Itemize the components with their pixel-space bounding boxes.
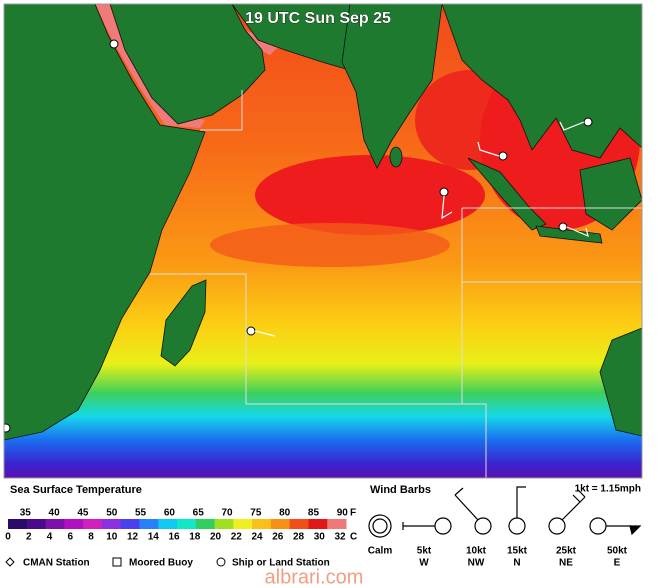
station-key: CMAN Station <box>23 558 90 569</box>
celsius-label: 4 <box>47 532 53 543</box>
wind-barbs-title: Wind Barbs <box>370 484 431 496</box>
barb-direction: W <box>419 558 429 569</box>
barb-speed: 15kt <box>507 546 528 557</box>
fahrenheit-label: 60 <box>164 508 176 519</box>
celsius-label: 14 <box>148 532 160 543</box>
celsius-label: 0 <box>5 532 11 543</box>
barb-direction: N <box>513 558 520 569</box>
fahrenheit-label: 70 <box>221 508 233 519</box>
color-swatch <box>308 519 328 529</box>
india <box>341 4 443 169</box>
celsius-label: 12 <box>127 532 139 543</box>
color-swatch <box>64 519 84 529</box>
fahrenheit-unit: F <box>350 508 356 519</box>
java <box>535 225 603 244</box>
station-key: Moored Buoy <box>129 558 193 569</box>
fahrenheit-label: 45 <box>77 508 89 519</box>
celsius-label: 16 <box>168 532 180 543</box>
celsius-label: 28 <box>293 532 305 543</box>
station-key: Ship or Land Station <box>232 558 330 569</box>
celsius-label: 6 <box>67 532 73 543</box>
barb-direction: NW <box>468 558 485 569</box>
map <box>4 4 642 478</box>
barb-speed: 5kt <box>417 546 432 557</box>
color-swatch <box>177 519 197 529</box>
barb-direction: E <box>614 558 621 569</box>
station-symbols <box>5 557 226 567</box>
color-swatch <box>327 519 347 529</box>
borneo <box>579 157 642 231</box>
color-swatch <box>195 519 216 529</box>
fahrenheit-label: 80 <box>279 508 291 519</box>
celsius-label: 26 <box>272 532 284 543</box>
color-swatch <box>233 519 253 529</box>
africa <box>4 4 206 441</box>
barb-speed: 10kt <box>466 546 487 557</box>
knot-conversion: 1kt = 1.15mph <box>575 484 641 495</box>
color-swatch <box>120 519 140 529</box>
watermark: albrari.com <box>265 566 364 588</box>
color-bar <box>8 519 347 529</box>
barb-direction: NE <box>559 558 573 569</box>
map-frame <box>3 3 643 479</box>
celsius-label: 20 <box>210 532 222 543</box>
fahrenheit-label: 75 <box>250 508 262 519</box>
celsius-label: 24 <box>251 532 263 543</box>
celsius-label: 32 <box>334 532 346 543</box>
color-swatch <box>8 519 28 529</box>
sumatra <box>467 157 547 231</box>
celsius-unit: C <box>350 532 357 543</box>
color-swatch <box>158 519 178 529</box>
celsius-label: 2 <box>26 532 32 543</box>
color-swatch <box>83 519 103 529</box>
fahrenheit-label: 40 <box>49 508 61 519</box>
celsius-label: 10 <box>106 532 118 543</box>
fahrenheit-label: 65 <box>193 508 205 519</box>
legend-title: Sea Surface Temperature <box>10 484 142 496</box>
color-swatch <box>139 519 159 529</box>
station-barbs <box>254 121 589 337</box>
australia <box>599 327 642 437</box>
celsius-label: 22 <box>231 532 243 543</box>
madagascar <box>160 279 207 367</box>
warm-pool <box>255 155 485 235</box>
barb-speed: 50kt <box>607 546 628 557</box>
barb-speed: 25kt <box>556 546 577 557</box>
fahrenheit-label: 55 <box>135 508 147 519</box>
celsius-label: 18 <box>189 532 201 543</box>
region-boundaries <box>150 90 642 478</box>
color-swatch <box>45 519 65 529</box>
celsius-label: 30 <box>314 532 326 543</box>
barb-speed: Calm <box>368 546 393 557</box>
southeast-asia <box>441 4 642 159</box>
sri-lanka <box>389 146 403 168</box>
warm-band <box>210 223 450 267</box>
color-swatch <box>252 519 272 529</box>
color-swatch <box>289 519 309 529</box>
fahrenheit-label: 90 <box>337 508 349 519</box>
color-swatch <box>101 519 122 529</box>
color-swatch <box>214 519 234 529</box>
color-swatch <box>270 519 291 529</box>
color-swatch <box>26 519 47 529</box>
fahrenheit-label: 50 <box>106 508 118 519</box>
barb-symbols <box>368 486 642 538</box>
fahrenheit-label: 35 <box>20 508 32 519</box>
iran-pakistan <box>231 4 357 73</box>
red-sea <box>95 4 205 128</box>
fahrenheit-label: 85 <box>308 508 320 519</box>
map-title: 19 UTC Sun Sep 25 <box>245 10 391 27</box>
stations <box>4 39 593 433</box>
celsius-label: 8 <box>88 532 94 543</box>
